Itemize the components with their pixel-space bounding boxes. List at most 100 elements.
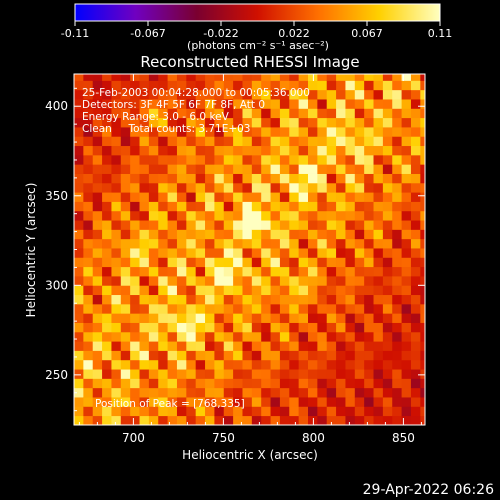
heatmap-cell [251, 350, 262, 361]
heatmap-cell [317, 378, 328, 389]
heatmap-cell [345, 192, 356, 202]
heatmap-cell [270, 303, 281, 314]
heatmap-cell [336, 117, 346, 128]
heatmap-cell [420, 406, 425, 417]
heatmap-cell [214, 229, 225, 240]
heatmap-cell [120, 99, 131, 109]
heatmap-cell [148, 127, 159, 137]
heatmap-cell [242, 220, 253, 230]
heatmap-cell [261, 136, 271, 147]
heatmap-cell [298, 210, 309, 221]
heatmap-cell [354, 238, 365, 249]
heatmap-cell [214, 182, 225, 193]
heatmap-cell [251, 285, 262, 296]
heatmap-cell [223, 80, 234, 91]
heatmap-cell [167, 406, 178, 417]
heatmap-cell [373, 74, 384, 81]
heatmap-cell [308, 303, 318, 314]
heatmap-cell [289, 341, 300, 351]
heatmap-cell [102, 369, 112, 379]
heatmap-cell [270, 136, 281, 147]
heatmap-cell [214, 145, 225, 156]
heatmap-cell [345, 322, 356, 333]
heatmap-cell [289, 145, 300, 156]
heatmap-cell [382, 266, 393, 277]
heatmap-cell [270, 359, 281, 370]
heatmap-cell [308, 257, 318, 268]
heatmap-cell [326, 350, 337, 361]
heatmap-cell [308, 406, 318, 417]
heatmap-cell [308, 173, 318, 184]
heatmap-cell [336, 127, 346, 137]
heatmap-cell [176, 164, 187, 174]
heatmap-cell [176, 145, 187, 156]
heatmap-cell [195, 369, 206, 379]
heatmap-cell [317, 369, 328, 379]
heatmap-cell [420, 136, 425, 147]
heatmap-cell [308, 164, 318, 174]
heatmap-cell [74, 285, 84, 296]
heatmap-cell [148, 74, 159, 81]
heatmap-cell [298, 74, 309, 81]
heatmap-cell [336, 266, 346, 277]
heatmap-cell [373, 294, 384, 305]
heatmap-cell [326, 220, 337, 230]
heatmap-cell [373, 210, 384, 221]
heatmap-cell [120, 210, 131, 221]
heatmap-cell [242, 397, 253, 407]
heatmap-cell [317, 74, 328, 81]
y-axis-ticks: 250 300 350 400 [45, 87, 425, 412]
heatmap-cell [92, 89, 103, 100]
x-axis-ticks: 700 750 800 850 [78, 74, 422, 445]
heatmap-cell [317, 397, 328, 407]
heatmap-cell [111, 313, 122, 323]
heatmap-cell [289, 74, 300, 81]
heatmap-cell [120, 369, 131, 379]
heatmap-cell [382, 387, 393, 398]
heatmap-cell [195, 127, 206, 137]
heatmap-cell [364, 108, 374, 119]
heatmap-cell [111, 294, 122, 305]
heatmap-cell [74, 313, 84, 323]
heatmap-cell [308, 322, 318, 333]
heatmap-cell [336, 229, 346, 240]
heatmap-cell [270, 415, 281, 425]
heatmap-cell [317, 294, 328, 305]
heatmap-cell [270, 285, 281, 296]
heatmap-cell [214, 74, 225, 81]
heatmap-cell [251, 378, 262, 389]
heatmap-cell [336, 378, 346, 389]
heatmap-cell [148, 229, 159, 240]
heatmap-cell [120, 415, 131, 425]
heatmap-cell [242, 369, 253, 379]
heatmap-cell [364, 322, 374, 333]
heatmap-cell [214, 331, 225, 342]
heatmap-cell [392, 257, 402, 268]
heatmap-cell [382, 229, 393, 240]
heatmap-cell [420, 341, 425, 351]
heatmap-cell [317, 331, 328, 342]
heatmap-cell [308, 74, 318, 81]
heatmap-cell [102, 313, 112, 323]
heatmap-cell [102, 154, 112, 165]
heatmap-cell [410, 210, 421, 221]
heatmap-cell [364, 220, 374, 230]
heatmap-cell [92, 201, 103, 212]
heatmap-cell [420, 127, 425, 137]
heatmap-cell [167, 220, 178, 230]
heatmap-cell [336, 397, 346, 407]
heatmap-cell [279, 313, 290, 323]
heatmap-cell [111, 378, 122, 389]
heatmap-cell [139, 313, 150, 323]
heatmap-cell [298, 266, 309, 277]
heatmap-cell [354, 127, 365, 137]
heatmap-cell [92, 303, 103, 314]
heatmap-cell [242, 331, 253, 342]
heatmap-cell [148, 238, 159, 249]
heatmap-cell [111, 173, 122, 184]
heatmap-cell [233, 238, 243, 249]
heatmap-cell [279, 397, 290, 407]
heatmap-cell [186, 89, 197, 100]
heatmap-cell [139, 220, 150, 230]
heatmap-cell [195, 257, 206, 268]
